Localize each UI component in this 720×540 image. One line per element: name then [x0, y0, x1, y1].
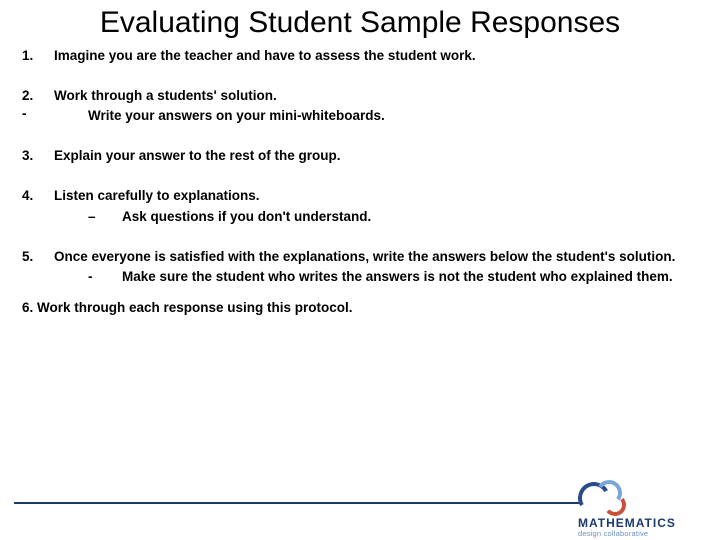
sub-item: - Make sure the student who writes the a… [54, 268, 698, 286]
logo-sub-text: design collaborative [578, 529, 706, 538]
page-title: Evaluating Student Sample Responses [0, 0, 720, 43]
sub-item: – Ask questions if you don't understand. [54, 208, 698, 226]
slide-footer: MATHEMATICS design collaborative [0, 478, 720, 540]
item-text: Imagine you are the teacher and have to … [54, 47, 698, 65]
list-item: 3. Explain your answer to the rest of th… [22, 147, 698, 165]
item-number: 3. [22, 147, 54, 165]
list-item-final: 6. Work through each response using this… [0, 300, 720, 315]
sub-text: Make sure the student who writes the ans… [122, 268, 673, 286]
logo-text: MATHEMATICS design collaborative [578, 516, 706, 538]
item-number: 1. [22, 47, 54, 65]
mdc-logo: MATHEMATICS design collaborative [578, 480, 706, 536]
logo-mark [578, 480, 626, 518]
item-text: Work through a students' solution. [54, 87, 698, 105]
footer-rule [14, 502, 580, 504]
instruction-list: 1. Imagine you are the teacher and have … [0, 43, 720, 287]
item-text: Explain your answer to the rest of the g… [54, 147, 698, 165]
list-item: 1. Imagine you are the teacher and have … [22, 47, 698, 65]
list-item: 5. Once everyone is satisfied with the e… [22, 248, 698, 286]
logo-arc [603, 493, 627, 517]
item-body: Listen carefully to explanations. – Ask … [54, 187, 698, 225]
sub-text: Ask questions if you don't understand. [122, 208, 371, 226]
num-main: 2. [22, 87, 54, 105]
item-text: Once everyone is satisfied with the expl… [54, 248, 698, 266]
list-item: 2. - Work through a students' solution. … [22, 87, 698, 125]
sub-bullet: - [88, 268, 122, 286]
sub-text: Write your answers on your mini-whiteboa… [88, 107, 385, 125]
item-body: Once everyone is satisfied with the expl… [54, 248, 698, 286]
item-body: Imagine you are the teacher and have to … [54, 47, 698, 65]
item-body: Work through a students' solution. Write… [54, 87, 698, 125]
item-body: Explain your answer to the rest of the g… [54, 147, 698, 165]
item-number: 5. [22, 248, 54, 286]
num-sub: - [22, 105, 54, 123]
sub-item: Write your answers on your mini-whiteboa… [54, 107, 698, 125]
item-text: Listen carefully to explanations. [54, 187, 698, 205]
list-item: 4. Listen carefully to explanations. – A… [22, 187, 698, 225]
logo-main-text: MATHEMATICS [578, 516, 706, 530]
item-number: 4. [22, 187, 54, 225]
item-number: 2. - [22, 87, 54, 125]
sub-bullet: – [88, 208, 122, 226]
